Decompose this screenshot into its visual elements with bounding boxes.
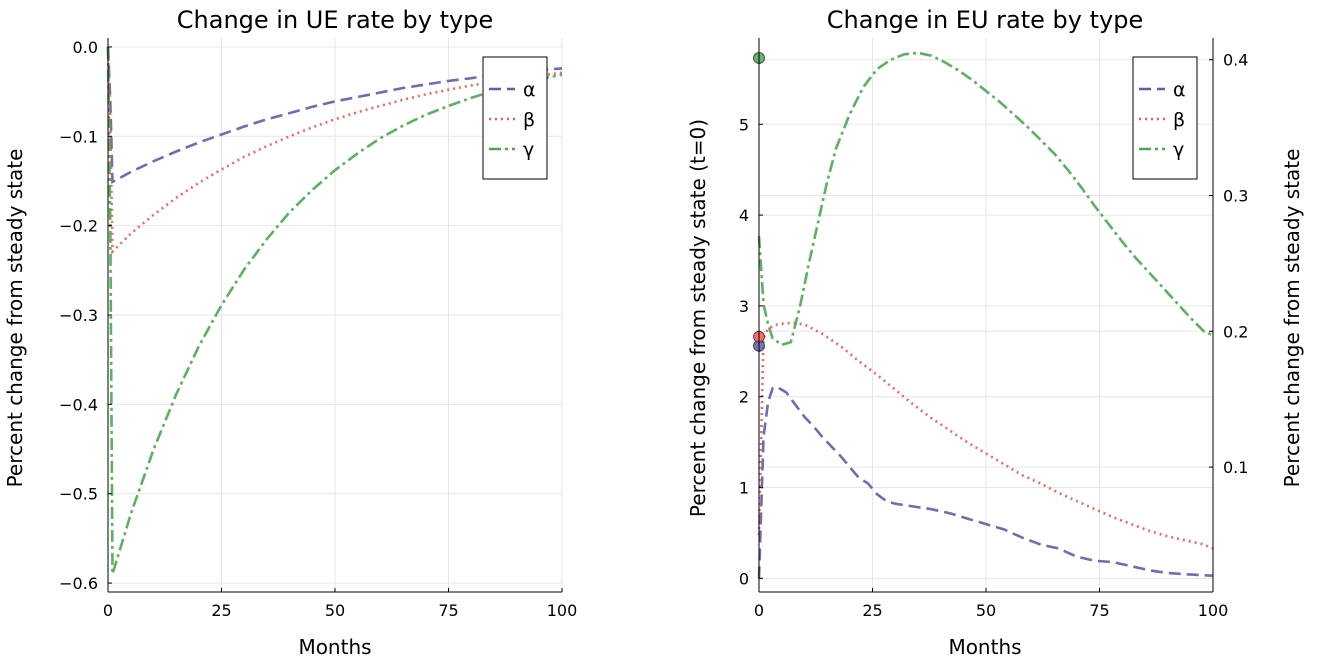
- x-tick-label: 75: [438, 601, 458, 620]
- x-tick-label: 25: [211, 601, 231, 620]
- y-tick-label: 2: [739, 388, 749, 407]
- eu-y-axis-label-left: Percent change from steady state (t=0): [686, 119, 710, 517]
- y-tick-label: −0.4: [59, 395, 98, 414]
- legend-label-0: α: [523, 79, 536, 101]
- x-tick-label: 100: [1198, 601, 1229, 620]
- ue-rate-chart: Change in UE rate by type Months Percent…: [3, 6, 577, 659]
- y-tick-label: −0.2: [59, 217, 98, 236]
- legend-label-2: γ: [1173, 139, 1184, 161]
- y2-tick-label: 0.4: [1223, 51, 1248, 70]
- y-tick-label: 4: [739, 206, 749, 225]
- y2-tick-label: 0.2: [1223, 322, 1248, 341]
- x-tick-label: 75: [1089, 601, 1109, 620]
- eu-x-axis-label: Months: [948, 635, 1021, 659]
- ue-x-axis-label: Months: [298, 635, 371, 659]
- y2-tick-label: 0.1: [1223, 458, 1248, 477]
- eu-axes: [758, 38, 1214, 593]
- eu-tick-labels: 0 25 50 75 100 0 1 2 3 4 5 0.1 0.2 0.3 0.4: [739, 51, 1249, 620]
- ue-legend: αβγ: [482, 56, 548, 180]
- x-tick-label: 50: [325, 601, 345, 620]
- ue-tick-labels: 0 25 50 75 100 0.0 −0.1 −0.2 −0.3 −0.4 −0.5 −0.6: [59, 38, 577, 620]
- x-tick-label: 25: [862, 601, 882, 620]
- legend-label-2: γ: [523, 139, 534, 161]
- eu-rate-chart: Change in EU rate by type Months Percent…: [686, 6, 1304, 659]
- x-tick-label: 100: [547, 601, 578, 620]
- y-tick-label: 3: [739, 297, 749, 316]
- eu-chart-title: Change in EU rate by type: [827, 6, 1143, 34]
- ue-chart-title: Change in UE rate by type: [177, 6, 493, 34]
- series-line-2: [106, 46, 563, 575]
- legend-label-1: β: [1173, 109, 1185, 131]
- ue-axes: [107, 38, 563, 593]
- x-tick-label: 0: [103, 601, 113, 620]
- series-line-0: [106, 46, 563, 185]
- y-tick-label: 0: [739, 569, 749, 588]
- y-tick-label: −0.5: [59, 485, 98, 504]
- x-tick-label: 0: [754, 601, 764, 620]
- y-tick-label: 1: [739, 479, 749, 498]
- y2-tick-label: 0.3: [1223, 187, 1248, 206]
- legend-label-0: α: [1173, 79, 1186, 101]
- ue-gridlines: [107, 38, 563, 592]
- x-tick-label: 50: [976, 601, 996, 620]
- series-line-0: [757, 385, 1214, 579]
- eu-series-lines: [757, 51, 1214, 579]
- eu-legend: αβγ: [1132, 56, 1198, 180]
- legend-label-1: β: [523, 109, 535, 131]
- series-line-1: [757, 321, 1214, 550]
- y-tick-label: −0.6: [59, 574, 98, 593]
- ue-y-axis-label: Percent change from steady state: [3, 149, 27, 488]
- y-tick-label: −0.1: [59, 127, 98, 146]
- y-tick-label: 0.0: [73, 38, 98, 57]
- eu-y-axis-label-right: Percent change from steady state: [1280, 149, 1304, 488]
- ue-series-lines: [106, 46, 563, 575]
- y-tick-label: −0.3: [59, 306, 98, 325]
- y-tick-label: 5: [739, 115, 749, 134]
